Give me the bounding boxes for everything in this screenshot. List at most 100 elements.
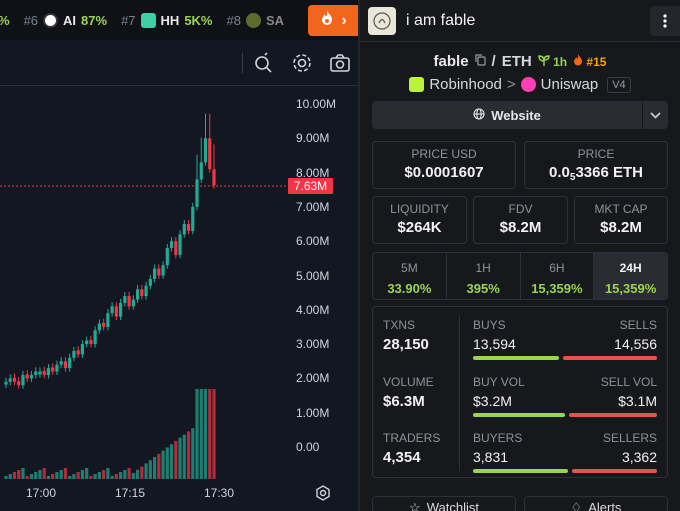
tab-label: 24H — [619, 261, 642, 275]
price-usd-value: $0.0001607 — [404, 164, 484, 181]
candle — [63, 357, 68, 372]
sprout-icon — [538, 54, 553, 69]
sellers-value: 3,362 — [621, 449, 657, 465]
watchlist-button[interactable]: ☆ Watchlist — [372, 496, 516, 511]
ticker-rank: #8 — [226, 12, 241, 28]
gear-icon[interactable] — [315, 485, 331, 501]
alerts-button[interactable]: ♢ Alerts — [524, 496, 668, 511]
price-eth-prefix: 0.0 — [549, 164, 570, 181]
chevron-down-icon[interactable] — [642, 101, 668, 129]
dex-name[interactable]: Uniswap — [540, 76, 599, 93]
trending-fire-button[interactable]: › — [308, 5, 358, 36]
base-symbol: fable — [433, 53, 469, 70]
liquidity-box: LIQUIDITY $264K — [372, 196, 467, 244]
volume-bar — [17, 470, 21, 479]
candle — [144, 281, 148, 300]
volume-bar — [123, 470, 127, 479]
candle — [12, 373, 17, 386]
price-eth-box: PRICE 0.053366 ETH — [524, 141, 668, 189]
tab-6h[interactable]: 6H 15,359% — [521, 253, 595, 299]
token-avatar-icon — [368, 6, 396, 35]
tab-24h[interactable]: 24H 15,359% — [594, 253, 667, 299]
y-tick-label: 6.00M — [296, 234, 330, 249]
buy-portion — [473, 413, 565, 417]
tab-label: 6H — [549, 261, 565, 275]
sell-portion — [563, 356, 657, 360]
sells-value: 14,556 — [614, 336, 657, 352]
y-tick-label: 3.00M — [296, 337, 330, 352]
volume-bar — [174, 441, 178, 479]
toolbar-divider — [242, 53, 243, 73]
star-icon: ☆ — [409, 500, 421, 511]
volume-bar — [4, 476, 8, 479]
candle — [85, 336, 89, 348]
fdv-value: $8.2M — [499, 219, 542, 236]
volume-bar — [21, 468, 25, 479]
buyers-sellers-bar — [473, 469, 657, 473]
candle — [17, 377, 21, 389]
volume-bar — [140, 466, 144, 479]
buys-sells-bar — [473, 356, 657, 360]
sellers-label: SELLERS — [602, 431, 657, 445]
candle — [8, 374, 12, 386]
volume-label: VOLUME — [383, 375, 434, 389]
candle — [199, 137, 203, 183]
chain-dex-row: Robinhood > Uniswap V4 — [360, 76, 680, 93]
price-eth-label: PRICE — [577, 147, 615, 161]
price-chart[interactable]: 10.00M 9.00M 8.00M 7.00M 6.00M 5.00M 4.00M 3.00… — [0, 87, 358, 511]
volume-bar — [161, 450, 165, 479]
candle — [127, 291, 131, 310]
candle — [51, 363, 55, 375]
ticker-item-sa[interactable]: #8 SA — [226, 12, 284, 28]
tab-label: 1H — [475, 261, 491, 275]
tab-change: 33.90% — [387, 281, 432, 296]
y-tick-label: 10.00M — [296, 97, 337, 111]
watchlist-label: Watchlist — [426, 500, 479, 511]
candle — [29, 370, 34, 382]
candle — [169, 237, 174, 252]
tab-change: 15,359% — [531, 281, 583, 296]
candle — [157, 264, 161, 279]
pair-age: 1h — [538, 55, 567, 69]
candle — [97, 319, 101, 334]
volume-bar — [114, 474, 118, 479]
buys-sells-row: BUYS SELLS 13,594 14,556 — [473, 318, 657, 360]
price-eth-value: 0.053366 ETH — [525, 164, 667, 183]
txns-label: TXNS — [383, 318, 416, 332]
volume-stat: VOLUME $6.3M — [383, 375, 434, 410]
bell-icon: ♢ — [570, 500, 583, 511]
tab-1h[interactable]: 1H 395% — [447, 253, 521, 299]
chain-arrow: > — [506, 76, 516, 93]
candlestick-plot[interactable] — [0, 87, 358, 511]
flame-icon — [573, 54, 586, 69]
ticker-item-ai[interactable]: #6 AI 87% — [23, 12, 107, 28]
draw-tool-icon[interactable] — [253, 52, 275, 74]
candle — [208, 113, 212, 173]
volume-bar — [152, 457, 157, 479]
volume-bar — [8, 474, 12, 479]
chevron-right-icon: › — [341, 11, 347, 29]
volume-bar — [29, 474, 34, 479]
website-button[interactable]: Website — [372, 101, 642, 129]
volume-bar — [38, 470, 42, 479]
candle — [212, 144, 216, 189]
settings-gear-icon[interactable] — [291, 52, 313, 74]
uniswap-icon — [520, 77, 536, 92]
ticker-name: AI — [63, 12, 77, 28]
tab-5m[interactable]: 5M 33.90% — [373, 253, 447, 299]
copy-icon[interactable] — [474, 53, 486, 70]
candle — [110, 302, 114, 317]
ticker-item-hh[interactable]: #7 HH 5K% — [121, 12, 213, 28]
candle — [68, 353, 72, 372]
buyers-sellers-row: BUYERS SELLERS 3,831 3,362 — [473, 431, 657, 473]
more-vertical-icon[interactable] — [650, 6, 680, 36]
ticker-rank: #6 — [23, 12, 39, 28]
camera-icon[interactable] — [329, 52, 351, 74]
liquidity-value: $264K — [397, 219, 442, 236]
volume-bar — [199, 389, 203, 479]
pair-separator: / — [491, 53, 496, 70]
candle — [46, 363, 51, 379]
ticker-item[interactable]: % — [0, 13, 10, 28]
chain-name[interactable]: Robinhood — [429, 76, 502, 93]
